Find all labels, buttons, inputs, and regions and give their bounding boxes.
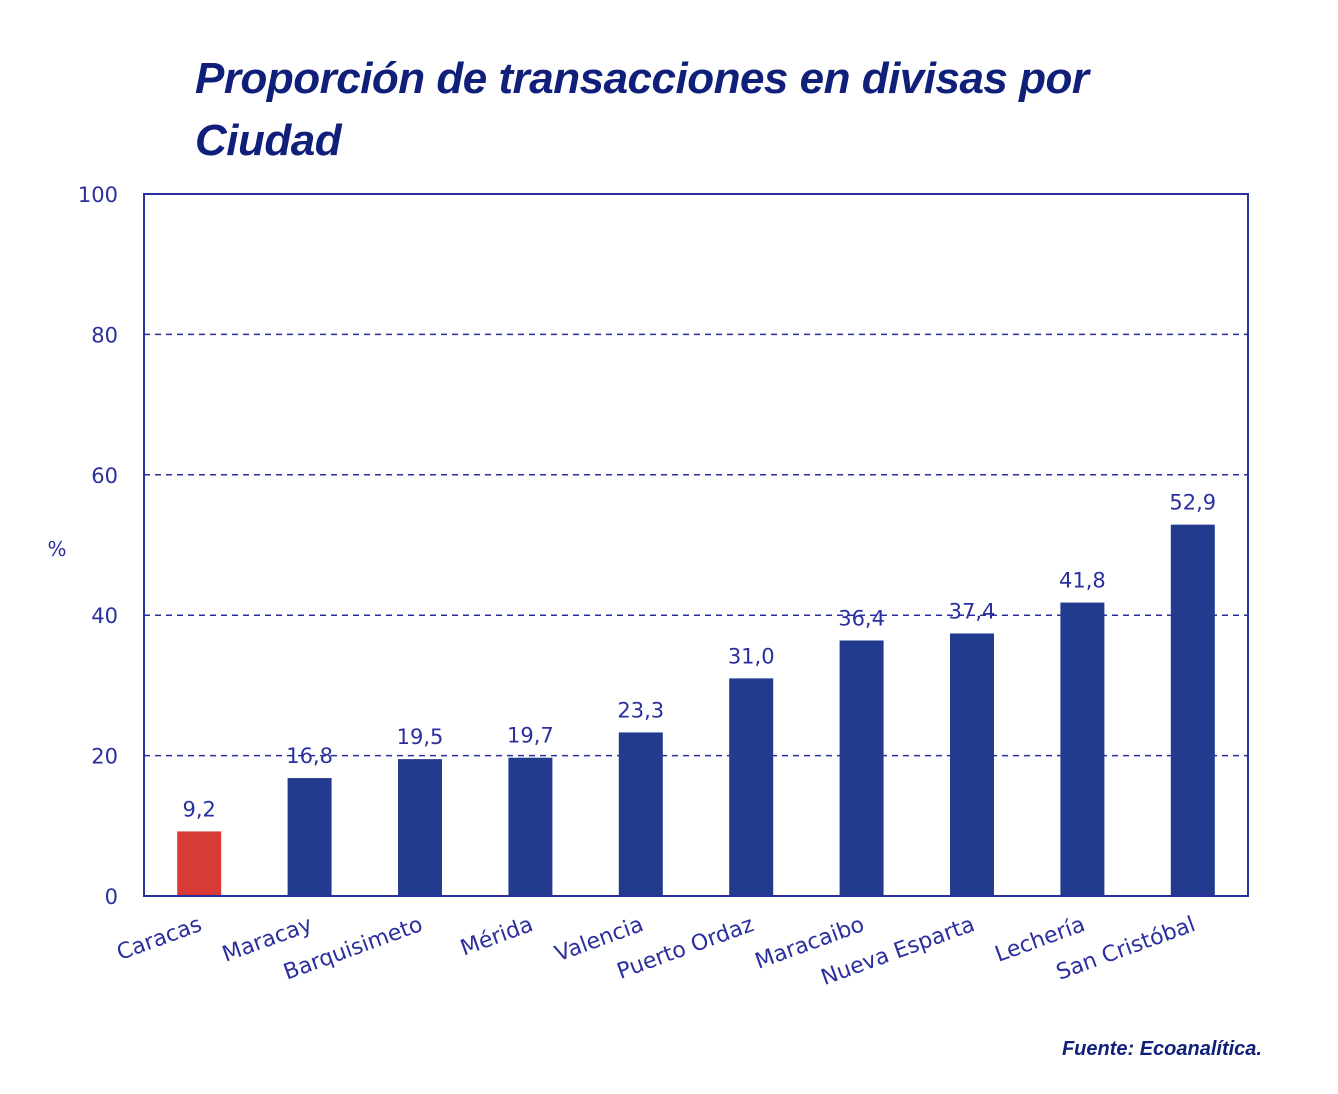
y-tick-label: 20 — [91, 745, 118, 769]
bars — [177, 524, 1215, 896]
y-tick-label: 40 — [91, 604, 118, 628]
data-label: 23,3 — [617, 698, 664, 722]
plot-frame — [143, 193, 1249, 897]
x-tick-label: Mérida — [457, 912, 536, 961]
data-label: 31,0 — [728, 644, 775, 668]
data-label: 52,9 — [1169, 491, 1216, 515]
data-label: 19,7 — [507, 724, 554, 748]
data-label: 36,4 — [838, 606, 885, 630]
y-tick-label: 80 — [91, 323, 118, 347]
data-label: 9,2 — [182, 797, 215, 821]
y-axis-ticks: 0 20 40 60 80 100 — [78, 183, 118, 909]
bar — [1170, 524, 1215, 896]
bar — [839, 640, 884, 896]
y-tick-label: 100 — [78, 183, 118, 207]
value-labels: 9,2 16,8 19,5 19,7 23,3 31,0 36,4 37,4 41,8 52,9 — [182, 491, 1216, 822]
bar — [398, 759, 442, 896]
bar — [508, 757, 553, 896]
y-axis-label: % — [47, 537, 66, 561]
bar — [1060, 602, 1105, 896]
bar — [177, 831, 222, 896]
y-tick-label: 60 — [91, 464, 118, 488]
data-label: 16,8 — [286, 744, 333, 768]
chart-title: Proporción de transacciones en divisas p… — [195, 54, 1089, 165]
data-label: 41,8 — [1059, 569, 1106, 593]
x-tick-label: Caracas — [114, 912, 206, 966]
bar — [287, 778, 332, 896]
source-note: Fuente: Ecoanalítica. — [1061, 1038, 1262, 1060]
bar — [729, 678, 774, 896]
gridlines — [144, 333, 1248, 757]
bar — [950, 633, 994, 896]
data-label: 19,5 — [397, 725, 444, 749]
bar — [618, 732, 663, 896]
data-label: 37,4 — [949, 599, 996, 623]
y-tick-label: 0 — [105, 885, 118, 909]
